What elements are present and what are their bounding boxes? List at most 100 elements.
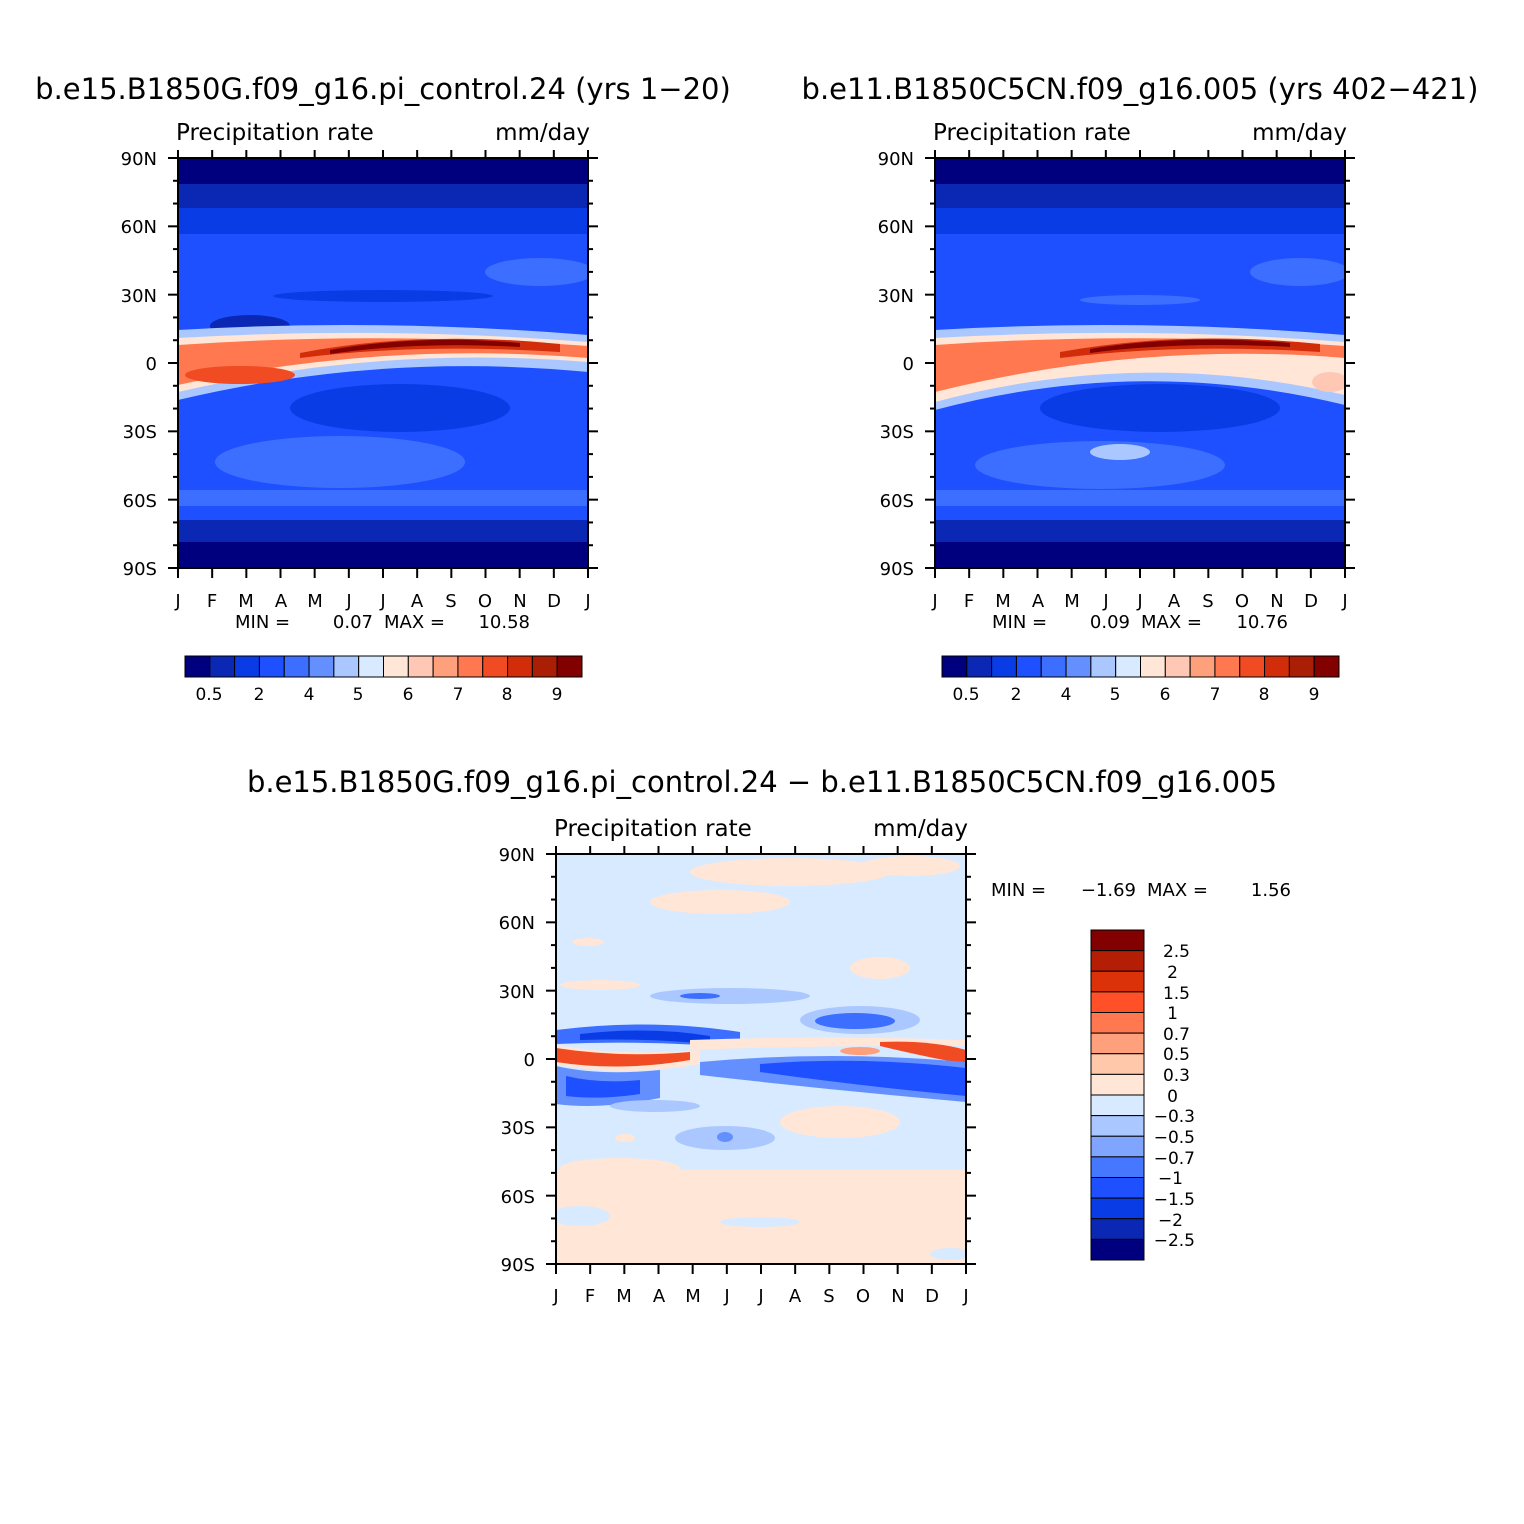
colorbar-label: −0.7 <box>1154 1149 1195 1169</box>
min-value: −1.69 <box>1081 880 1136 901</box>
colorbar-label: 4 <box>1061 685 1072 705</box>
colorbar-label: −1.5 <box>1154 1190 1195 1210</box>
colorbar-swatch <box>1264 655 1290 678</box>
x-tick-label: A <box>1168 591 1181 612</box>
colorbar-swatch <box>1090 655 1117 678</box>
colorbar-swatch <box>556 655 583 678</box>
colorbar-swatch <box>1090 1094 1145 1117</box>
colorbar-label: 0.5 <box>195 685 222 705</box>
colorbar-label: 5 <box>353 685 364 705</box>
colorbar-label: 2 <box>254 685 265 705</box>
x-tick-label: J <box>962 1286 968 1307</box>
colorbar-label: 0 <box>1167 1087 1178 1107</box>
x-tick-labels: J F M A M J J A S O N D J <box>174 591 590 612</box>
y-tick-label: 60N <box>878 217 914 238</box>
field-plot <box>178 158 588 568</box>
x-tick-label: J <box>345 591 351 612</box>
colorbar-swatch <box>1214 655 1241 678</box>
colorbar-label: −0.3 <box>1154 1107 1195 1127</box>
x-tick-label: J <box>931 591 937 612</box>
variable-label: Precipitation rate <box>554 816 752 842</box>
colorbar-label: 7 <box>1210 685 1221 705</box>
colorbar-swatch <box>1090 1177 1145 1199</box>
y-tick-label: 90S <box>880 559 914 580</box>
y-tick-label: 60N <box>121 217 157 238</box>
colorbar-labels: 0.5 2 4 5 6 7 8 9 <box>952 685 1319 705</box>
y-tick-label: 60S <box>501 1187 535 1208</box>
colorbar-swatch <box>432 655 459 678</box>
colorbar-labels: 2.5 2 1.5 1 0.7 0.5 0.3 0 −0.3 −0.5 −0.7… <box>1154 942 1195 1251</box>
colorbar-label: 4 <box>304 685 315 705</box>
colorbar-swatch <box>258 655 285 678</box>
colorbar-swatch <box>184 655 211 678</box>
colorbar-swatch <box>234 655 260 678</box>
y-tick-label: 0 <box>903 354 914 375</box>
colorbar-swatch <box>358 655 384 678</box>
colorbar-swatch <box>1040 655 1067 678</box>
x-tick-label: D <box>925 1286 939 1307</box>
colorbar-label: 2.5 <box>1163 942 1190 962</box>
variable-label: Precipitation rate <box>176 120 374 146</box>
units-label: mm/day <box>873 816 968 842</box>
colorbar-label: 9 <box>552 685 563 705</box>
colorbar-label: 0.7 <box>1163 1025 1190 1045</box>
y-tick-label: 90N <box>121 149 157 170</box>
colorbar-label: 6 <box>1160 685 1171 705</box>
y-tick-label: 90N <box>499 845 535 866</box>
x-tick-label: D <box>547 591 561 612</box>
colorbar-swatch <box>1090 1115 1145 1137</box>
colorbar-swatch <box>531 655 558 678</box>
colorbar-swatch <box>383 655 409 678</box>
x-tick-label: N <box>513 591 526 612</box>
colorbar-swatch <box>1140 655 1166 678</box>
colorbar-swatch <box>1015 655 1042 678</box>
colorbar-swatch <box>1115 655 1141 678</box>
colorbar-label: 0.5 <box>952 685 979 705</box>
colorbar-swatch <box>1288 655 1315 678</box>
max-label: MAX = <box>384 612 445 633</box>
x-tick-label: A <box>275 591 288 612</box>
y-tick-label: 30N <box>121 286 157 307</box>
units-label: mm/day <box>1252 120 1347 146</box>
x-tick-label: M <box>1064 591 1080 612</box>
max-label: MAX = <box>1147 880 1208 901</box>
x-tick-label: F <box>207 591 217 612</box>
x-tick-label: S <box>445 591 456 612</box>
units-label: mm/day <box>495 120 590 146</box>
colorbar-swatch <box>1090 1135 1145 1158</box>
y-tick-label: 60S <box>880 491 914 512</box>
x-tick-label: O <box>478 591 492 612</box>
colorbar-swatch <box>1090 1032 1145 1055</box>
x-tick-label: J <box>1102 591 1108 612</box>
colorbar-swatch <box>1090 1197 1145 1220</box>
x-tick-label: J <box>379 591 385 612</box>
colorbar-swatch <box>507 655 533 678</box>
panel-title: b.e15.B1850G.f09_g16.pi_control.24 − b.e… <box>247 765 1277 799</box>
y-tick-labels: 90N 60N 30N 0 30S 60S 90S <box>121 149 157 580</box>
y-tick-label: 60N <box>499 913 535 934</box>
panel-difference: b.e15.B1850G.f09_g16.pi_control.24 − b.e… <box>247 765 1291 1307</box>
colorbar-label: 2 <box>1011 685 1022 705</box>
y-tick-label: 0 <box>524 1050 535 1071</box>
y-tick-label: 30S <box>501 1118 535 1139</box>
y-tick-label: 0 <box>146 354 157 375</box>
colorbar-swatch <box>1189 655 1216 678</box>
panel-reference: b.e11.B1850C5CN.f09_g16.005 (yrs 402−421… <box>802 72 1479 705</box>
x-tick-label: M <box>995 591 1011 612</box>
colorbar-swatch <box>1090 1218 1145 1240</box>
colorbar-label: 0.3 <box>1163 1066 1190 1086</box>
colorbar-swatch <box>1090 1156 1145 1178</box>
colorbar-label: −0.5 <box>1154 1128 1195 1148</box>
max-value: 10.58 <box>478 612 530 633</box>
colorbar-label: −1 <box>1158 1169 1183 1189</box>
colorbar-swatch <box>308 655 335 678</box>
colorbar-label: 8 <box>502 685 513 705</box>
x-tick-label: J <box>174 591 180 612</box>
tick-marks <box>925 150 1355 578</box>
min-label: MIN = <box>991 880 1046 901</box>
colorbar-swatch <box>1090 1053 1145 1075</box>
colorbar-label: 1 <box>1167 1004 1178 1024</box>
colorbar-swatch <box>283 655 310 678</box>
x-tick-label: D <box>1304 591 1318 612</box>
x-tick-labels: J F M A M J J A S O N D J <box>552 1286 968 1307</box>
